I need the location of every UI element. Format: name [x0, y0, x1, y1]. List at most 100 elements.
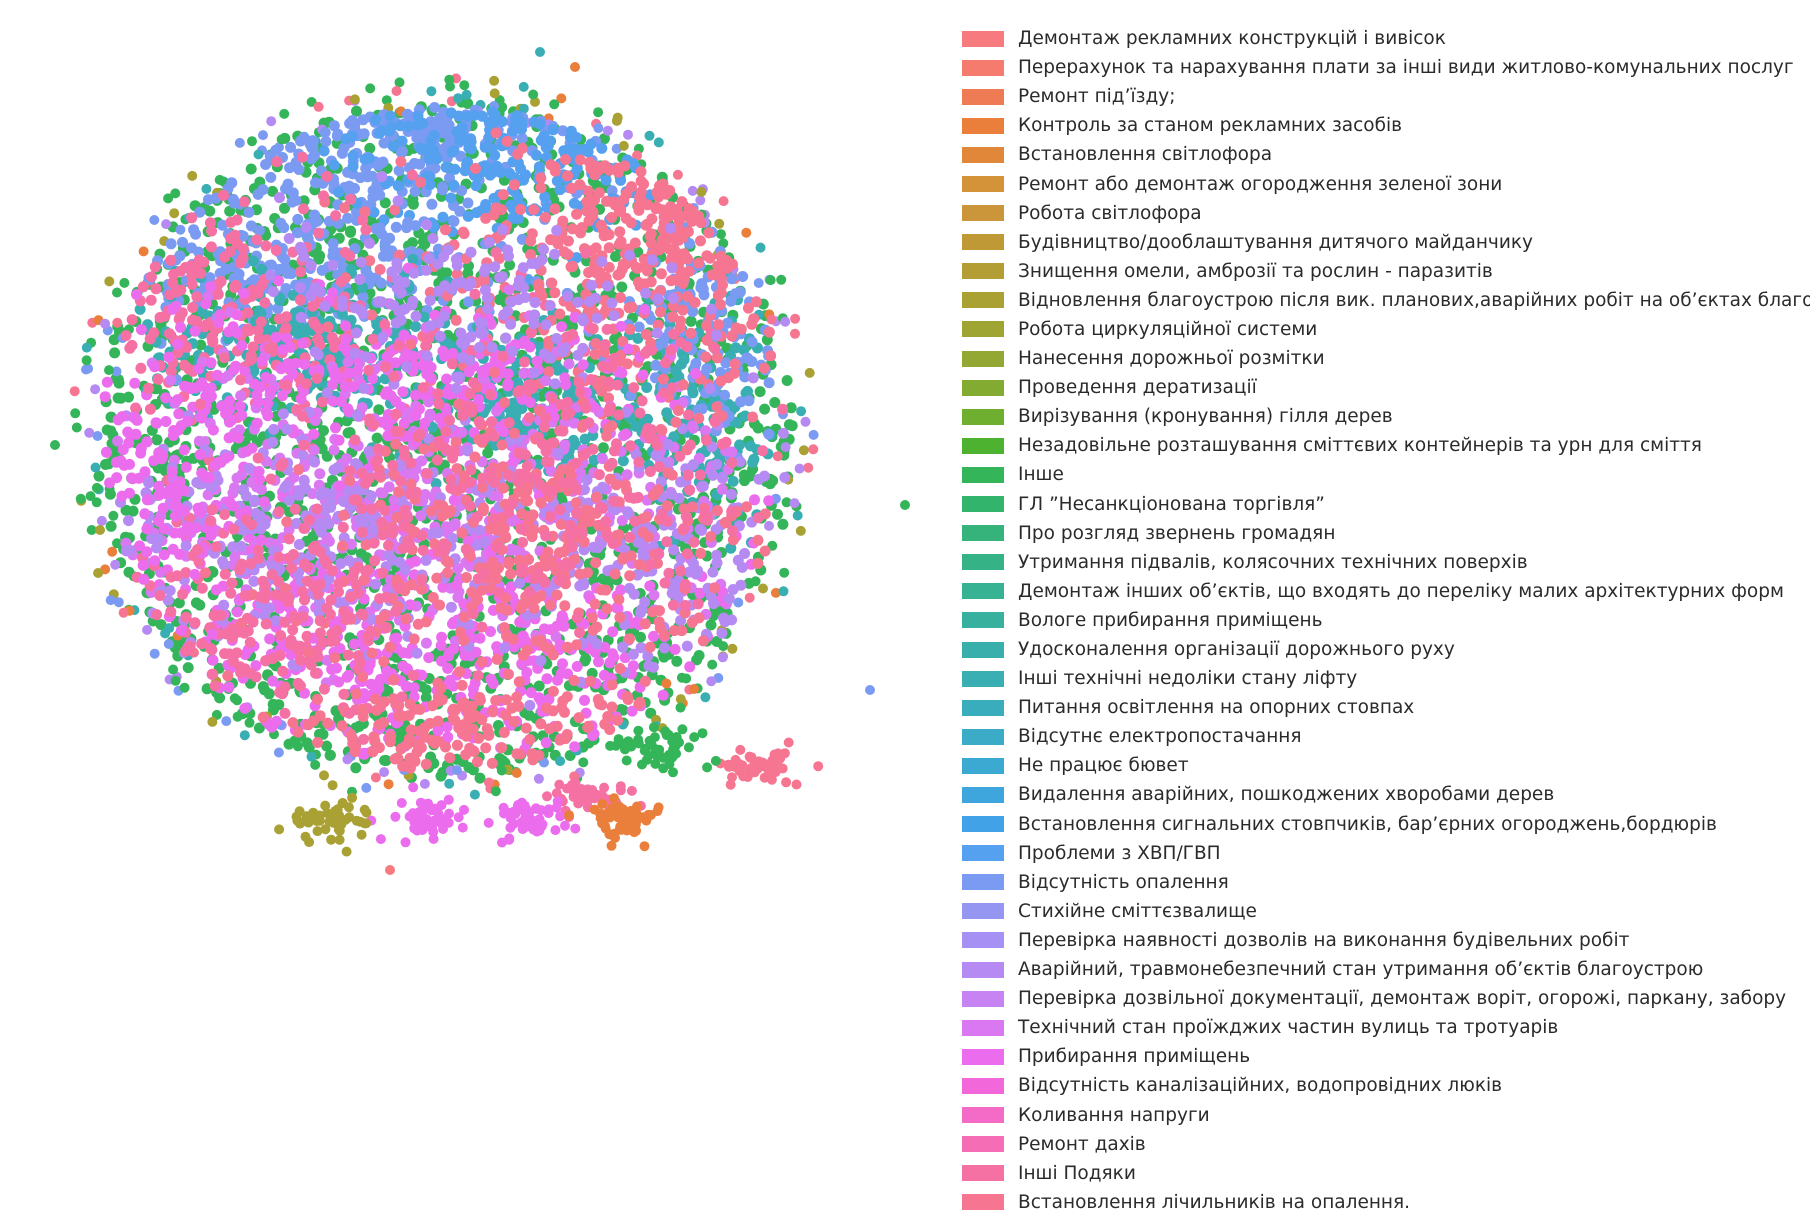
scatter-point: [191, 315, 202, 327]
scatter-point: [758, 583, 768, 594]
scatter-point: [716, 483, 728, 495]
scatter-point: [242, 307, 254, 319]
scatter-point: [381, 351, 393, 363]
scatter-point: [379, 767, 390, 778]
scatter-point: [327, 395, 339, 407]
scatter-point: [279, 108, 290, 119]
scatter-point: [696, 403, 708, 415]
scatter-point: [349, 119, 361, 131]
scatter-point: [429, 102, 441, 113]
scatter-point: [502, 378, 514, 390]
scatter-point: [239, 702, 251, 714]
scatter-point: [447, 618, 458, 630]
scatter-point: [251, 234, 263, 246]
scatter-point: [149, 261, 161, 273]
scatter-point: [207, 424, 219, 436]
scatter-point: [549, 165, 561, 177]
scatter-point: [375, 673, 387, 685]
scatter-point: [642, 413, 653, 425]
scatter-point: [278, 222, 290, 234]
scatter-point: [479, 366, 491, 378]
scatter-point: [390, 357, 402, 369]
scatter-point: [452, 127, 464, 138]
scatter-point: [376, 416, 388, 428]
scatter-point: [677, 278, 689, 289]
scatter-point: [170, 188, 181, 199]
scatter-point: [621, 358, 633, 370]
scatter-point: [489, 149, 501, 161]
scatter-point: [374, 222, 386, 234]
scatter-point: [279, 202, 290, 214]
scatter-point: [462, 98, 474, 109]
scatter-point: [313, 253, 325, 265]
scatter-point: [308, 444, 320, 456]
scatter-point: [402, 108, 413, 120]
scatter-point: [661, 678, 672, 689]
scatter-point: [521, 666, 533, 678]
scatter-point: [653, 137, 664, 148]
scatter-point: [669, 643, 681, 655]
scatter-point: [327, 780, 338, 791]
scatter-point: [90, 384, 101, 395]
scatter-point: [321, 740, 333, 752]
scatter-point: [518, 81, 529, 92]
scatter-point: [779, 567, 790, 578]
scatter-point: [519, 335, 531, 347]
scatter-point: [118, 607, 129, 618]
scatter-point: [310, 759, 321, 770]
scatter-point: [538, 623, 550, 635]
scatter-point: [487, 167, 499, 179]
scatter-point: [725, 542, 737, 554]
scatter-point: [565, 125, 577, 137]
scatter-point: [655, 306, 666, 318]
scatter-point: [613, 162, 625, 174]
scatter-point: [676, 196, 688, 208]
scatter-point: [739, 371, 751, 383]
scatter-point: [707, 659, 718, 670]
scatter-point: [253, 305, 265, 317]
scatter-point: [105, 595, 116, 606]
scatter-point: [365, 83, 376, 94]
scatter-point: [361, 782, 372, 793]
scatter-point: [571, 252, 583, 264]
scatter-point: [385, 121, 397, 133]
scatter-point: [612, 112, 623, 123]
scatter-point: [584, 195, 596, 207]
scatter-point: [175, 224, 186, 235]
scatter-point: [165, 238, 177, 250]
scatter-point: [362, 269, 374, 281]
scatter-point: [167, 303, 178, 315]
scatter-point: [357, 114, 369, 126]
scatter-point: [687, 185, 698, 196]
scatter-point: [763, 428, 775, 440]
scatter-point: [374, 127, 385, 139]
scatter-point: [424, 408, 436, 420]
scatter-point: [253, 225, 265, 237]
scatter-point: [474, 632, 486, 644]
scatter-point: [165, 254, 177, 266]
scatter-point: [742, 302, 754, 314]
scatter-point: [419, 417, 431, 429]
scatter-point: [448, 179, 460, 191]
scatter-point: [126, 314, 138, 326]
scatter-point: [597, 223, 608, 235]
scatter-point: [593, 107, 604, 118]
scatter-point: [104, 365, 114, 376]
scatter-point: [400, 680, 412, 692]
scatter-point: [607, 626, 619, 638]
scatter-point: [207, 654, 219, 666]
scatter-point: [589, 169, 601, 181]
scatter-point: [734, 286, 746, 298]
scatter-point: [351, 206, 362, 218]
scatter-point: [232, 695, 243, 706]
scatter-point: [263, 688, 275, 700]
scatter-point: [448, 494, 460, 506]
scatter-point: [124, 342, 136, 354]
scatter-point: [559, 439, 571, 451]
scatter-point: [715, 367, 726, 378]
scatter-point: [583, 267, 595, 278]
scatter-point: [562, 249, 574, 260]
scatter-point: [377, 156, 389, 168]
scatter-point: [389, 204, 401, 216]
scatter-point: [445, 192, 457, 204]
